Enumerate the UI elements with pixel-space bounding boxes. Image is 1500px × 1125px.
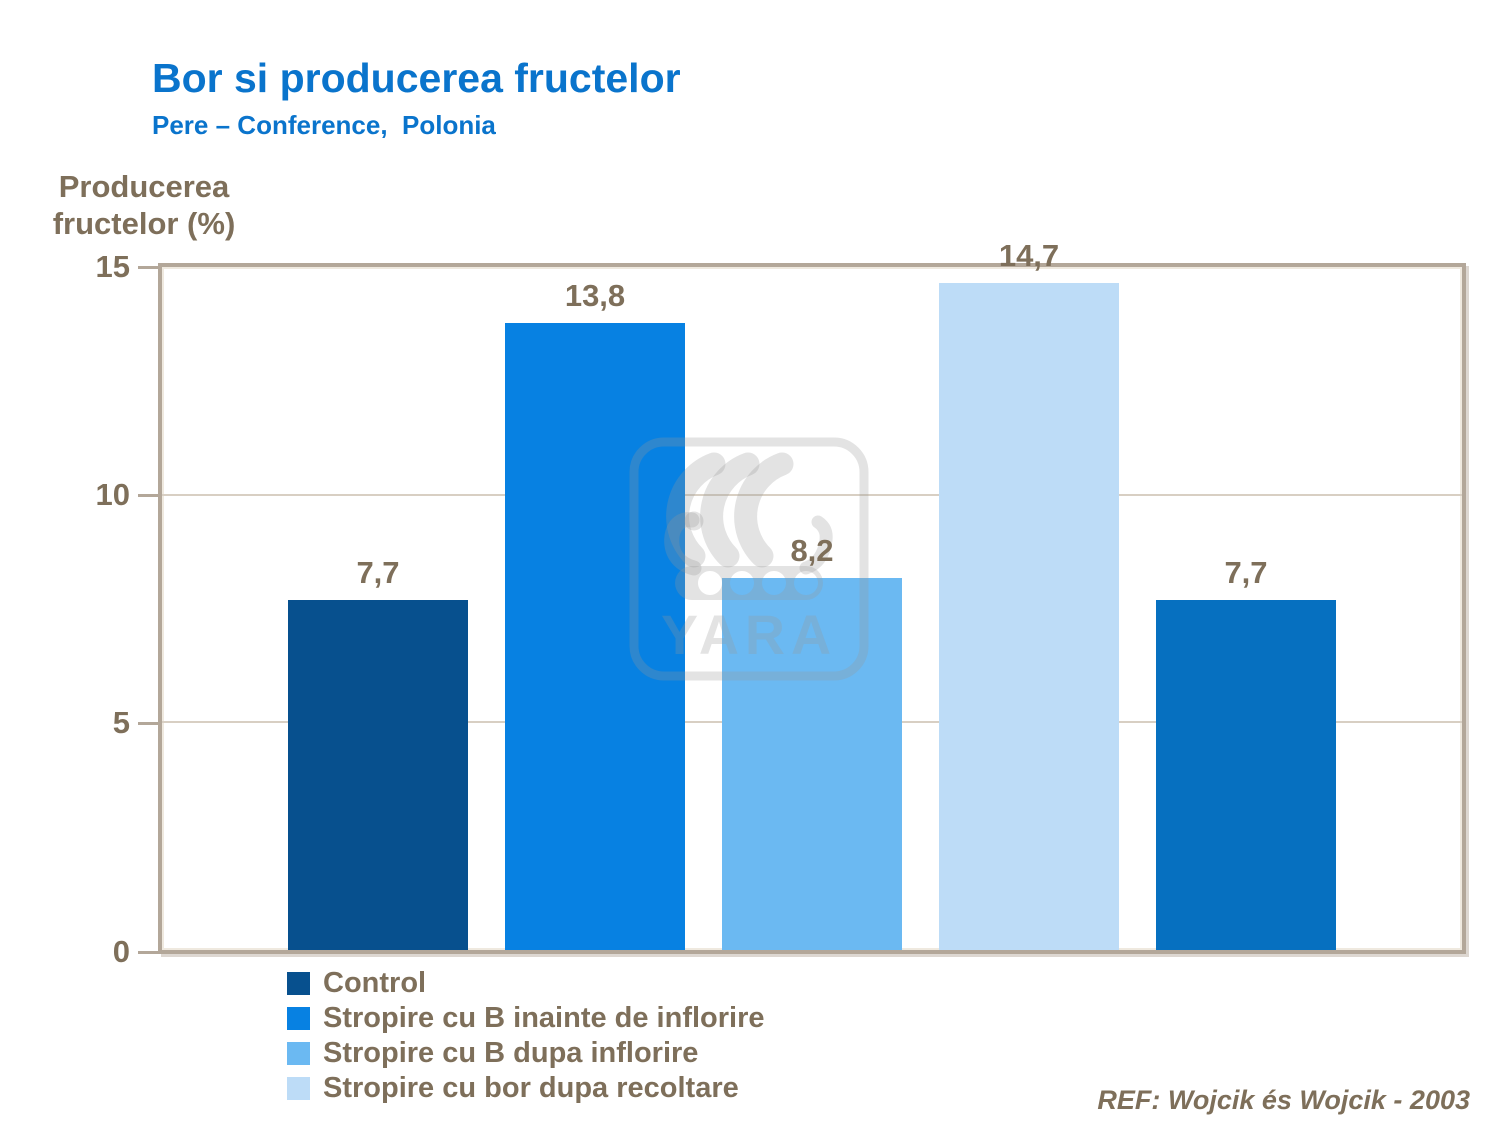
chart-title: Bor si producerea fructelor: [152, 55, 681, 101]
sail-icon: [734, 452, 794, 568]
legend-item-control: Control: [287, 966, 765, 1001]
legend-item-b-inainte-de-inflorire: Stropire cu B inainte de inflorire: [287, 1001, 765, 1036]
legend-label: Control: [323, 967, 427, 999]
legend-swatch: [287, 1077, 310, 1100]
bar-control: 7,7: [288, 555, 468, 950]
y-tick-label-10: 10: [95, 477, 130, 512]
bar-value-label: 7,7: [1224, 555, 1268, 590]
sail-icon: [700, 452, 760, 568]
yara-watermark-logo: YARA: [629, 437, 869, 681]
legend-item-bor-dupa-recoltare: Stropire cu bor dupa recoltare: [287, 1071, 765, 1106]
y-tick-mark-5: [138, 722, 158, 725]
legend-item-b-dupa-inflorire: Stropire cu B dupa inflorire: [287, 1036, 765, 1071]
y-tick-mark-10: [138, 494, 158, 497]
y-axis-title-line2: fructelor (%): [52, 206, 236, 241]
legend-swatch: [287, 972, 310, 995]
y-tick-mark-15: [138, 266, 158, 269]
legend-label: Stropire cu B dupa inflorire: [323, 1037, 699, 1069]
watermark-frame: [629, 437, 869, 681]
y-axis-title-line1: Producerea: [58, 169, 230, 204]
y-tick-label-15: 15: [95, 249, 130, 284]
reference-citation: REF: Wojcik és Wojcik - 2003: [1097, 1085, 1470, 1115]
legend-label: Stropire cu bor dupa recoltare: [323, 1072, 739, 1104]
chart-subtitle: Pere – Conference, Polonia: [152, 110, 496, 140]
bar-value-label: 7,7: [356, 555, 400, 590]
bar-b-dupa-inflorire: 8,2: [722, 533, 902, 950]
legend-swatch: [287, 1007, 310, 1030]
y-tick-label-5: 5: [112, 705, 130, 740]
ship-prow-icon: [664, 512, 702, 576]
legend-swatch: [287, 1042, 310, 1065]
bar-value-label: 14,7: [998, 238, 1060, 273]
bar-bor-dupa-recoltare: 14,7: [939, 238, 1119, 950]
legend: Control Stropire cu B inainte de inflori…: [287, 966, 765, 1106]
bars-group: 7,7 13,8 8,2 14,7 7,7: [162, 238, 1462, 950]
bar-control-2: 7,7: [1156, 555, 1336, 950]
y-tick-mark-0: [138, 951, 158, 954]
bar-value-label: 13,8: [564, 278, 626, 313]
plot-area: 7,7 13,8 8,2 14,7 7,7: [158, 238, 1466, 954]
ship-prow-head-icon: [684, 511, 704, 531]
ship-stern-icon: [799, 515, 833, 575]
y-axis-title: Producerea fructelor (%): [28, 168, 260, 242]
legend-label: Stropire cu B inainte de inflorire: [323, 1002, 765, 1034]
bar-value-label: 8,2: [790, 533, 834, 568]
watermark-wordmark: YARA: [661, 603, 837, 666]
ship-hull-icon: [675, 566, 823, 600]
sail-icon: [666, 452, 726, 568]
y-tick-label-0: 0: [112, 934, 130, 969]
gridline-10: [162, 493, 1462, 496]
bar-b-inainte-de-inflorire: 13,8: [505, 278, 685, 950]
